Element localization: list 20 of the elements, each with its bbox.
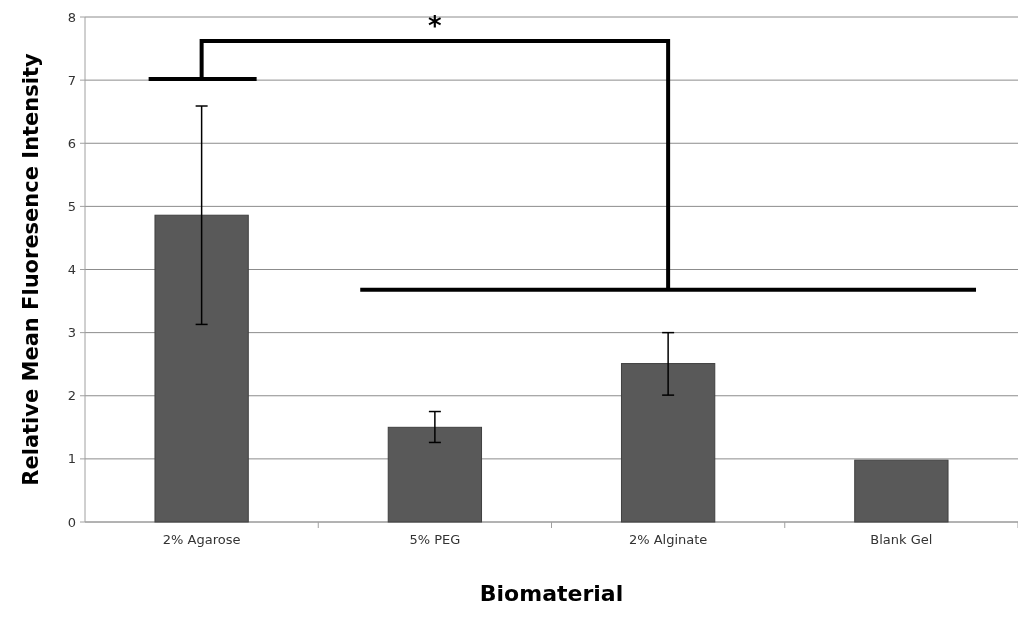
bar	[854, 459, 949, 523]
y-tick-label: 1	[67, 451, 76, 467]
x-tick-label: Blank Gel	[870, 532, 933, 547]
y-axis-title: Relative Mean Fluoresence Intensity	[19, 52, 43, 486]
annotation: *	[428, 10, 443, 41]
y-tick-label: 8	[67, 9, 76, 25]
x-tick-label: 5% PEG	[409, 532, 461, 547]
x-tick-label: 2% Agarose	[162, 532, 241, 547]
y-tick-label: 7	[67, 72, 76, 88]
y-tick-label: 3	[67, 325, 76, 341]
bar	[387, 426, 483, 523]
y-tick-label: 6	[67, 135, 76, 151]
y-tick-label: 5	[67, 198, 76, 214]
bar	[154, 214, 249, 523]
x-tick-label: 2% Alginate	[628, 532, 708, 547]
y-tick-label: 4	[67, 262, 76, 278]
y-tick-label: 2	[67, 388, 76, 404]
x-axis-title: Biomaterial	[479, 581, 624, 606]
bar	[620, 363, 716, 523]
y-tick-label: 0	[67, 514, 76, 530]
